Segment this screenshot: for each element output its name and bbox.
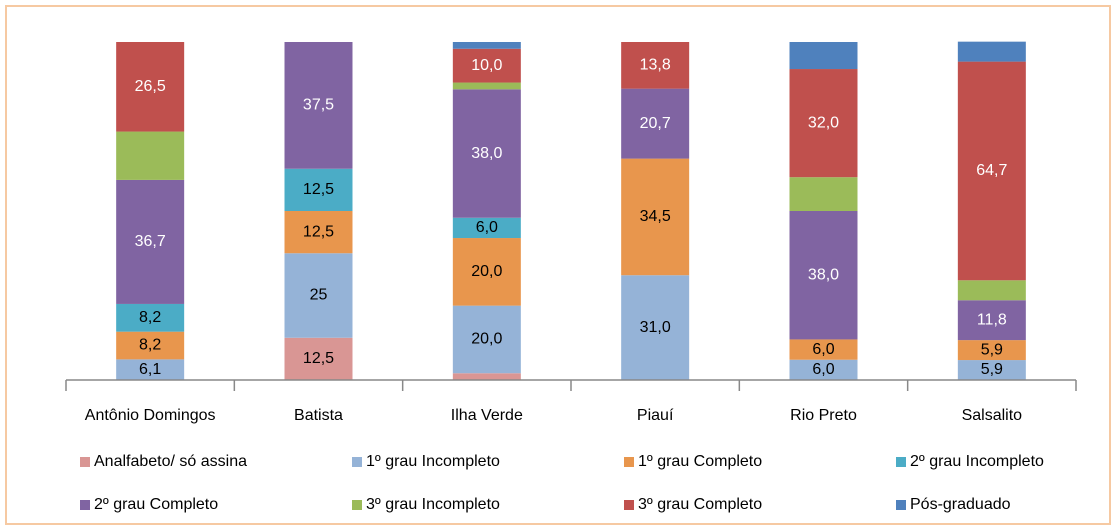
bar-segment <box>621 42 690 89</box>
bar-segment <box>789 339 858 360</box>
legend-label: Analfabeto/ só assina <box>94 453 247 470</box>
legend-label: Pós-graduado <box>910 496 1011 513</box>
bar-segment <box>621 275 690 380</box>
bar-segment <box>789 42 858 70</box>
bar-segment <box>957 61 1026 281</box>
bar-segment <box>957 280 1026 301</box>
legend-swatch <box>80 457 90 467</box>
bar-segment <box>116 179 185 304</box>
bar-segment <box>452 89 521 218</box>
x-tick-label: Rio Preto <box>790 407 857 424</box>
legend-swatch <box>896 457 906 467</box>
legend-label: 3º grau Completo <box>638 496 762 513</box>
bar-segment <box>452 238 521 306</box>
value-label: 38,0 <box>471 145 502 162</box>
value-label: 12,5 <box>303 223 334 240</box>
value-label: 20,7 <box>640 115 671 132</box>
value-label: 6,0 <box>812 361 834 378</box>
bar-segment <box>957 300 1026 341</box>
value-label: 37,5 <box>303 97 334 114</box>
bar-segment <box>789 69 858 178</box>
bar-segment <box>116 331 185 360</box>
value-label: 11,8 <box>977 311 1007 328</box>
bar-segment <box>284 168 353 211</box>
x-tick-label: Batista <box>294 407 343 424</box>
value-label: 6,0 <box>812 341 834 358</box>
bar-segment <box>789 211 858 340</box>
legend-swatch <box>352 500 362 510</box>
legend-swatch <box>352 457 362 467</box>
legend-label: 2º grau Completo <box>94 496 218 513</box>
bar-segment <box>957 340 1026 361</box>
bar-segment <box>452 42 521 49</box>
x-tick-label: Antônio Domingos <box>85 407 216 424</box>
legend-swatch <box>624 500 634 510</box>
value-label: 8,2 <box>139 337 161 354</box>
value-label: 12,5 <box>303 350 334 367</box>
legend-label: 2º grau Incompleto <box>910 453 1044 470</box>
bar-segment <box>452 82 521 90</box>
x-tick-label: Piauí <box>637 407 674 424</box>
chart-frame <box>5 5 1111 525</box>
legend-swatch <box>896 500 906 510</box>
legend-swatch <box>80 500 90 510</box>
bar-segment <box>284 42 353 169</box>
value-label: 26,5 <box>135 78 166 95</box>
bar-segment <box>621 88 690 159</box>
bar-segment <box>452 305 521 374</box>
value-label: 5,9 <box>981 341 1003 358</box>
value-label: 6,0 <box>476 219 498 236</box>
value-label: 10,0 <box>471 57 502 74</box>
value-label: 6,1 <box>139 361 161 378</box>
legend-label: 3º grau Incompleto <box>366 496 500 513</box>
value-label: 12,5 <box>303 181 334 198</box>
value-label: 64,7 <box>976 162 1007 179</box>
value-label: 20,0 <box>471 331 502 348</box>
bar-segment <box>452 373 521 380</box>
value-label: 34,5 <box>640 208 671 225</box>
bar-segment <box>621 158 690 276</box>
bar-segment <box>957 41 1026 62</box>
legend-label: 1º grau Incompleto <box>366 453 500 470</box>
legend-swatch <box>624 457 634 467</box>
bar-segment <box>116 303 185 332</box>
bar-segment <box>116 131 185 180</box>
x-tick-label: Salsalito <box>962 407 1023 424</box>
bar-segment <box>284 253 353 338</box>
value-label: 32,0 <box>808 114 839 131</box>
bar-segment <box>116 42 185 132</box>
value-label: 13,8 <box>640 57 671 74</box>
bar-segment <box>284 337 353 380</box>
value-label: 8,2 <box>139 309 161 326</box>
value-label: 36,7 <box>135 233 166 250</box>
value-label: 25 <box>310 287 328 304</box>
bar-segment <box>284 211 353 254</box>
value-label: 38,0 <box>808 266 839 283</box>
value-label: 31,0 <box>640 319 671 336</box>
x-tick-label: Ilha Verde <box>451 407 523 424</box>
bar-segment <box>789 177 858 211</box>
value-label: 20,0 <box>471 263 502 280</box>
bar-segment <box>957 360 1026 380</box>
value-label: 5,9 <box>981 361 1003 378</box>
bar-segment <box>452 48 521 83</box>
bar-segment <box>789 359 858 380</box>
bar-segment <box>452 217 521 239</box>
legend-label: 1º grau Completo <box>638 453 762 470</box>
bar-segment <box>116 359 185 380</box>
